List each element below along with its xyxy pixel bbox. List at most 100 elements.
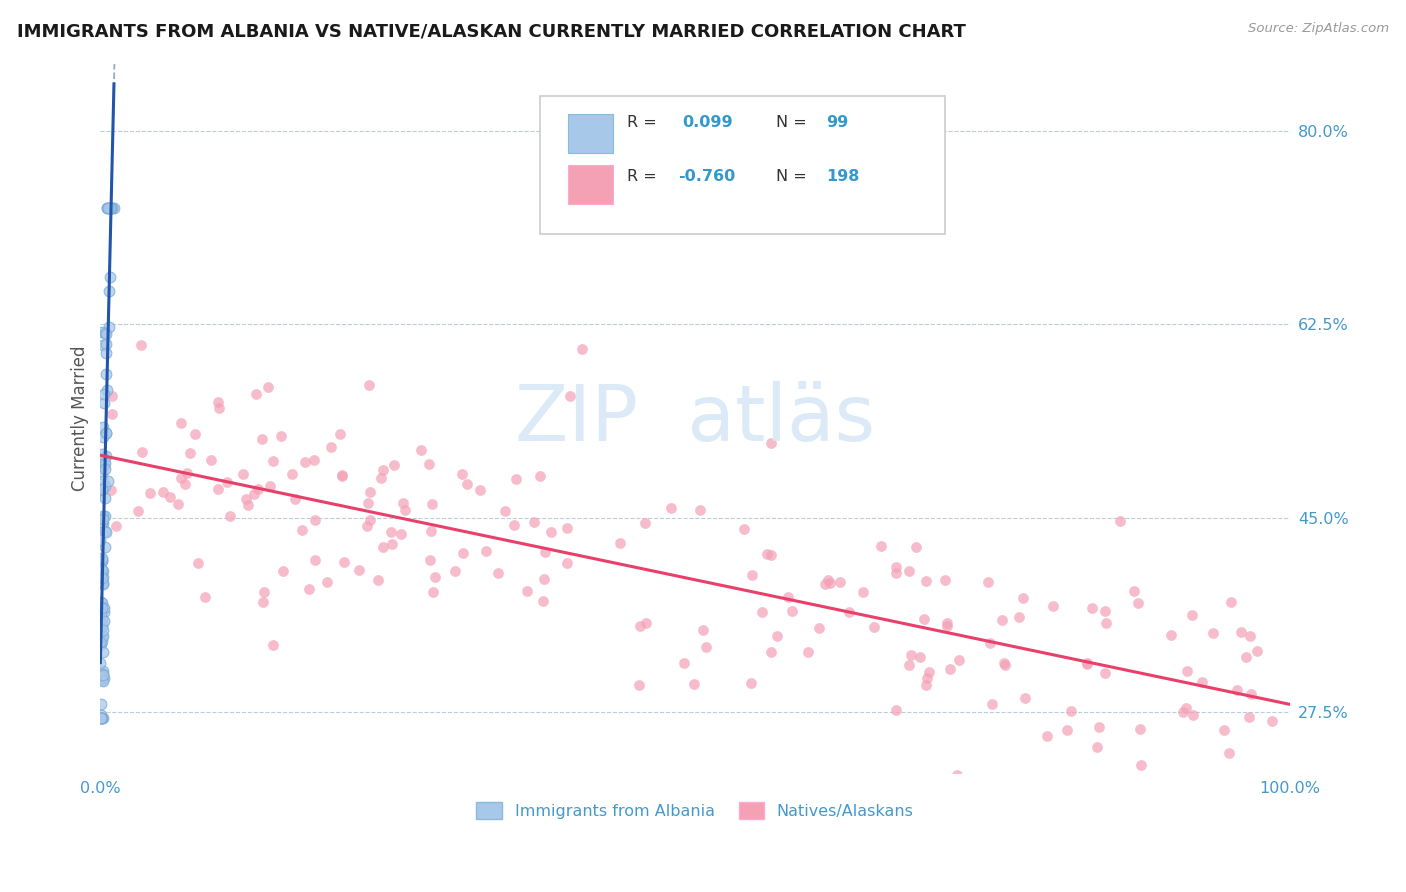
Point (91, 420, 114, 434)
Point (828, 574, 851, 589)
Point (371, 463, 394, 477)
Point (91, 447, 114, 461)
Point (733, 522, 755, 536)
Point (741, 568, 763, 582)
Point (96, 201, 118, 215)
Point (89, 656, 111, 670)
Point (91, 467, 114, 482)
Point (1260, 714, 1282, 728)
Point (90, 599, 112, 614)
Point (91, 711, 114, 725)
Point (97, 201, 120, 215)
Point (1271, 777, 1294, 791)
Point (97, 284, 120, 298)
Point (166, 497, 188, 511)
Point (505, 472, 527, 486)
Point (194, 590, 217, 604)
Point (321, 440, 343, 454)
Legend: Immigrants from Albania, Natives/Alaskans: Immigrants from Albania, Natives/Alaskan… (470, 795, 920, 825)
Point (176, 466, 198, 480)
Point (371, 540, 394, 554)
Point (332, 555, 354, 569)
Point (90, 711, 112, 725)
Point (1011, 591, 1033, 606)
Point (761, 548, 783, 562)
Point (409, 442, 432, 457)
Text: Source: ZipAtlas.com: Source: ZipAtlas.com (1249, 22, 1389, 36)
Point (100, 201, 122, 215)
Point (1094, 604, 1116, 618)
Point (90, 618, 112, 632)
Point (1008, 609, 1031, 624)
Point (912, 612, 935, 626)
Point (94, 540, 117, 554)
Point (451, 546, 474, 560)
Point (419, 553, 441, 567)
Point (740, 676, 762, 690)
Point (915, 574, 938, 589)
Point (1128, 722, 1150, 736)
Point (93, 671, 115, 685)
Point (90, 708, 112, 723)
Point (94, 479, 117, 493)
Point (797, 645, 820, 659)
Point (91, 512, 114, 526)
Point (217, 475, 239, 490)
Point (456, 477, 478, 491)
Point (938, 662, 960, 676)
Point (936, 616, 959, 631)
Point (991, 613, 1014, 627)
Point (91, 596, 114, 610)
Point (284, 491, 307, 506)
Point (89, 533, 111, 547)
Point (184, 426, 207, 441)
Point (392, 496, 415, 510)
Point (90, 600, 112, 615)
Point (103, 201, 125, 215)
Point (91, 611, 114, 625)
Point (90, 697, 112, 711)
Point (91, 474, 114, 488)
Point (94, 456, 117, 470)
Point (634, 516, 657, 530)
Point (692, 623, 714, 637)
Point (94, 524, 117, 538)
Point (94, 326, 117, 340)
Point (91, 623, 114, 637)
Point (94, 326, 117, 341)
Point (534, 544, 557, 558)
Point (908, 649, 931, 664)
Point (187, 556, 209, 570)
Point (235, 491, 257, 506)
Point (1094, 665, 1116, 680)
Point (94, 425, 117, 440)
Point (291, 523, 314, 537)
Point (96, 426, 118, 441)
Point (252, 432, 274, 446)
Point (571, 342, 593, 356)
Point (918, 665, 941, 679)
Point (948, 653, 970, 667)
Point (381, 537, 404, 551)
Point (200, 453, 222, 467)
Point (993, 656, 1015, 670)
Point (420, 497, 443, 511)
Point (90, 606, 112, 620)
Point (1160, 628, 1182, 642)
Point (129, 338, 152, 352)
Point (89, 483, 111, 497)
Point (100, 407, 122, 421)
FancyBboxPatch shape (568, 165, 613, 204)
Point (1014, 691, 1036, 706)
Point (1122, 584, 1144, 599)
Point (91, 325, 114, 339)
Point (91, 483, 114, 497)
Point (900, 648, 922, 663)
Point (808, 622, 831, 636)
Point (1056, 723, 1078, 737)
Point (152, 484, 174, 499)
Point (90, 568, 112, 582)
FancyBboxPatch shape (568, 113, 613, 153)
Point (1213, 723, 1236, 738)
Point (886, 703, 908, 717)
